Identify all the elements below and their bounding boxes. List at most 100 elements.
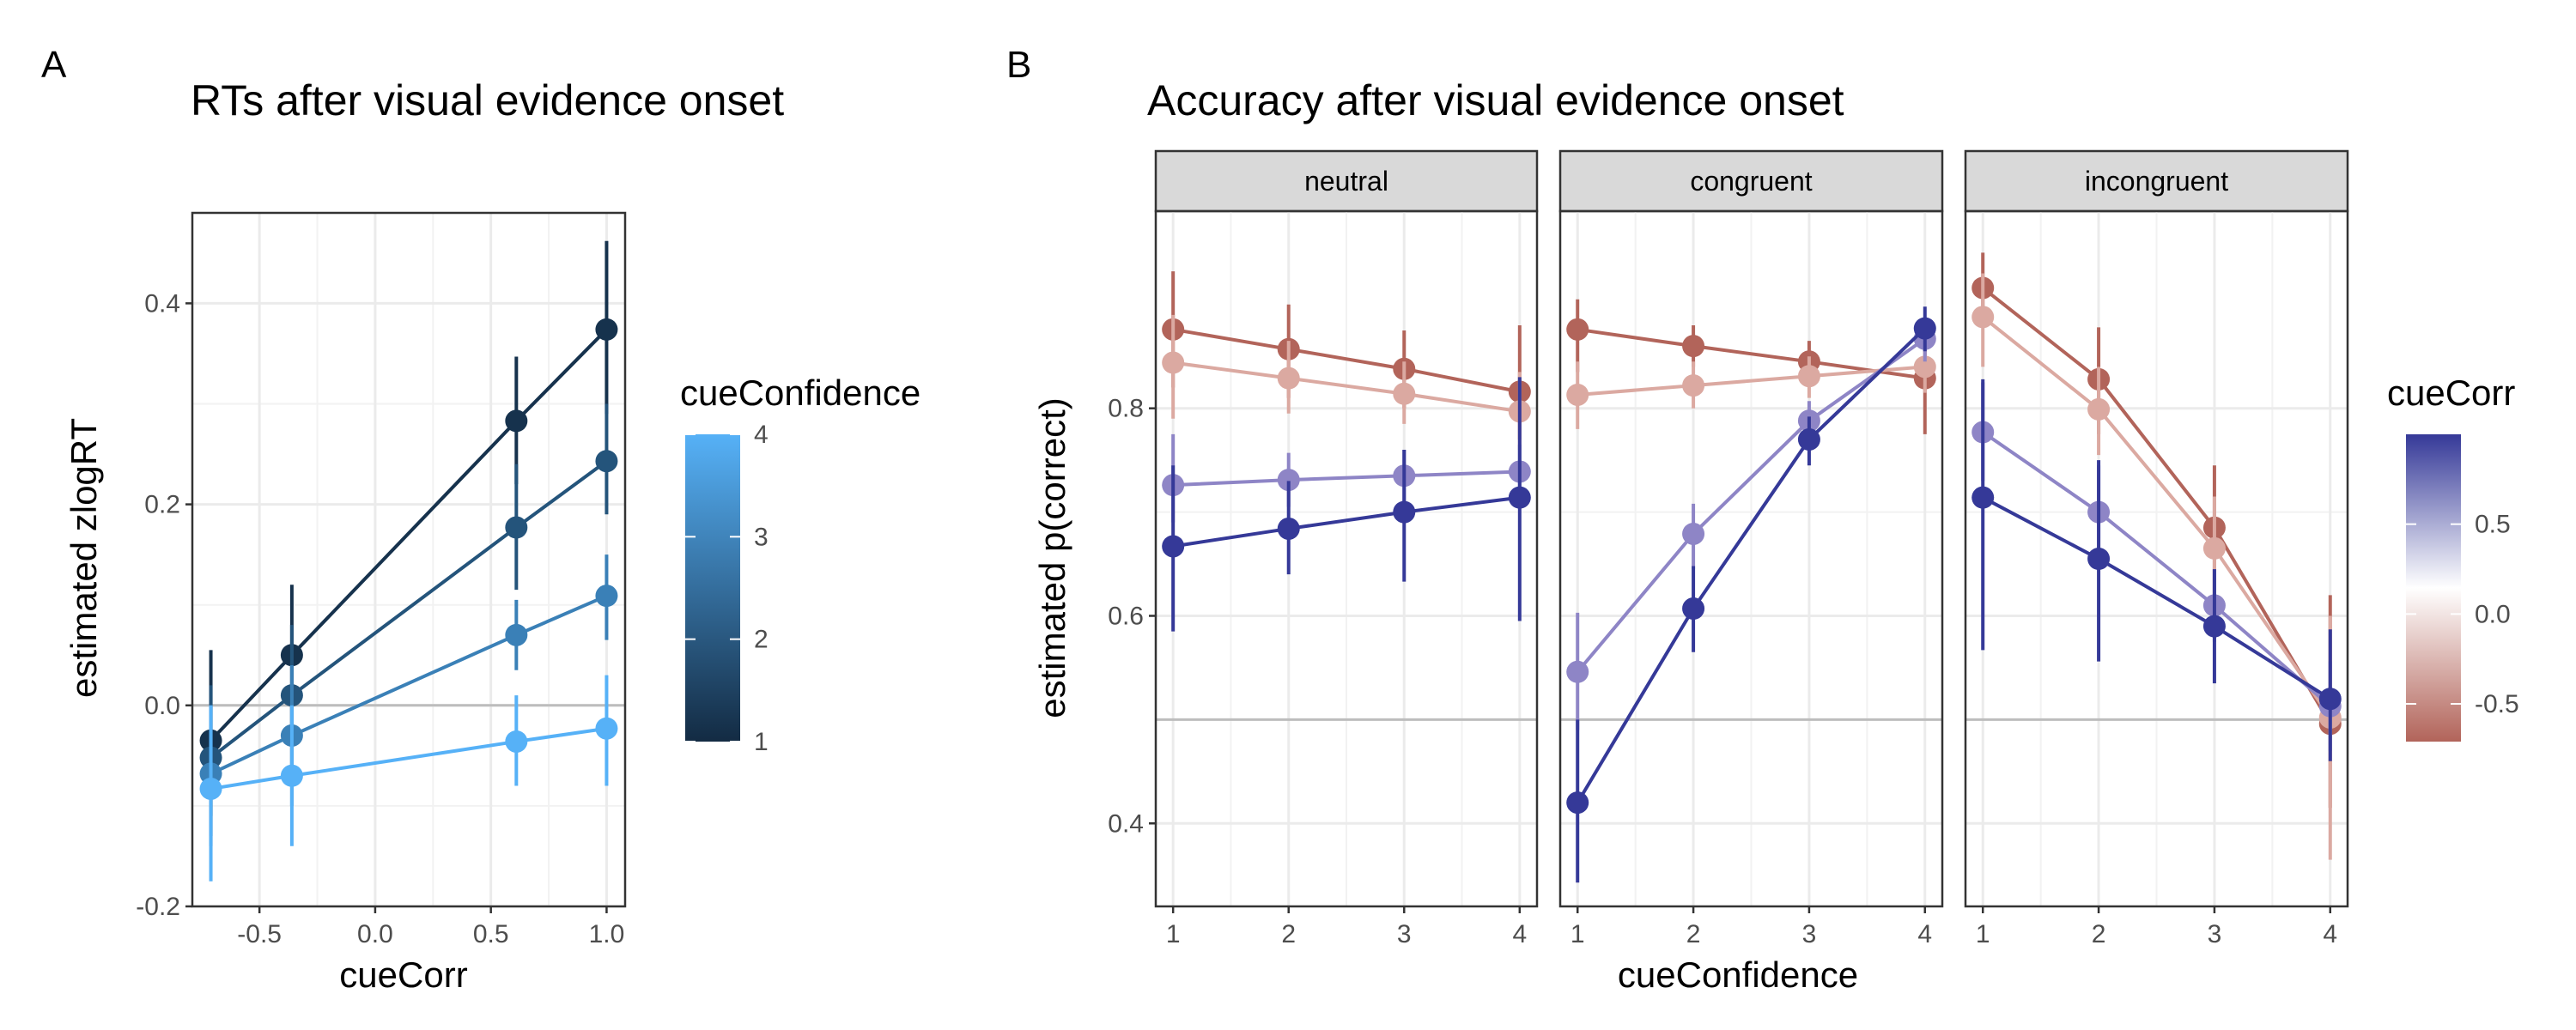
acc-facet-neutral-data-point [1393, 382, 1416, 405]
rt-legend-colorbar-label: 3 [754, 523, 769, 551]
panel-a-y-axis-label: estimated zlogRT [64, 418, 104, 698]
acc-facet-congruent-data-point [1566, 383, 1589, 406]
rt-series-3 [199, 675, 618, 882]
acc-facet-congruent-series-line [1576, 327, 1927, 804]
acc-facet-congruent-data-point [1682, 597, 1705, 621]
acc-facet-congruent-x-tick-label: 3 [1802, 920, 1817, 948]
rt-legend-colorbar-label: 1 [754, 728, 769, 756]
rt-series-line [210, 594, 608, 776]
panel-b-x-axis-label: cueConfidence [1618, 954, 1858, 995]
acc-facet-neutral-strip-label: neutral [1304, 166, 1388, 197]
acc-facet-congruent-series-line [1577, 365, 1925, 397]
acc-facet-congruent-data-point [1566, 791, 1589, 815]
panel-b-legend-title: cueCorr [2387, 373, 2515, 413]
rt-series-line [210, 726, 607, 791]
rt-y-tick-label: 0.2 [144, 491, 180, 519]
acc-facet-congruent-series-3 [1566, 306, 1936, 883]
acc-facet-neutral-data-point [1508, 486, 1531, 509]
rt-y-tick-label: 0.4 [144, 289, 180, 318]
rt-x-tick-label: 1.0 [589, 920, 625, 948]
rt-data-point [199, 777, 222, 800]
acc-facet-congruent-data-point [1913, 317, 1936, 340]
acc-facet-neutral-series-line [1173, 470, 1520, 488]
acc-facet-neutral-x-tick-label: 4 [1512, 920, 1527, 948]
acc-legend-colorbar-label: -0.5 [2475, 690, 2519, 718]
rt-series-2 [199, 554, 618, 846]
acc-facet-incongruent: incongruent 1 2 3 4 [1964, 149, 2349, 948]
acc-facet-congruent: congruent 1 2 3 4 [1558, 149, 1944, 948]
panel-b-title: Accuracy after visual evidence onset [1147, 76, 1844, 124]
acc-facet-incongruent-x-tick-label: 1 [1976, 920, 1990, 948]
acc-facet-congruent-data-point [1682, 522, 1705, 545]
panel-b-accuracy-chart: Accuracy after visual evidence onset cue… [1032, 76, 2519, 995]
acc-facet-congruent-data-point [1797, 365, 1820, 388]
rt-gridlines [192, 213, 625, 908]
acc-facet-congruent-gridlines [1560, 211, 1942, 906]
acc-facet-neutral: neutral 0.4 0.6 0.8 1 2 3 4 [1108, 149, 1539, 948]
rt-legend-colorbar-label: 4 [754, 421, 769, 449]
acc-facet-incongruent-series-line [1981, 315, 2332, 719]
acc-facet-congruent-x-tick-label: 1 [1571, 920, 1585, 948]
acc-facet-neutral-x-tick-label: 2 [1281, 920, 1296, 948]
rt-x-tick-label: 0.5 [473, 920, 509, 948]
acc-facet-incongruent-x-tick-label: 4 [2323, 920, 2337, 948]
acc-facet-neutral-series-line [1172, 360, 1521, 414]
acc-facet-neutral-strip [1154, 149, 1539, 213]
acc-facet-neutral-series-line [1172, 495, 1521, 548]
acc-legend-colorbar-label: 0.0 [2475, 600, 2511, 628]
rt-data-point [595, 450, 618, 473]
acc-facet-congruent-data-point [1682, 374, 1705, 397]
acc-facet-neutral-series-3 [1162, 377, 1531, 632]
acc-facet-congruent-series-1 [1566, 346, 1936, 429]
rt-data-point [505, 623, 528, 646]
acc-facet-incongruent-data-point [2087, 548, 2111, 570]
acc-facet-congruent-x-tick-label: 4 [1917, 920, 1932, 948]
rt-data-point [505, 409, 528, 433]
rt-data-point [280, 764, 303, 787]
rt-series-0 [199, 240, 618, 816]
rt-data-point [595, 585, 618, 608]
panel-a-rt-chart: RTs after visual evidence onset cueCorr … [64, 76, 920, 995]
acc-facet-incongruent-strip-label: incongruent [2085, 166, 2228, 197]
panel-a-legend-title: cueConfidence [680, 373, 920, 413]
rt-data-point [505, 516, 528, 539]
acc-facet-neutral-y-tick-label: 0.8 [1108, 395, 1144, 423]
acc-facet-congruent-data-point [1566, 318, 1589, 341]
acc-facet-incongruent-data-point [1971, 486, 1995, 509]
acc-facet-incongruent-data-point [2318, 688, 2342, 711]
panel-b-label: B [1006, 44, 1031, 86]
acc-facet-neutral-data-point [1277, 367, 1300, 390]
acc-facet-incongruent-data-point [1971, 306, 1995, 329]
panel-a-x-axis-label: cueCorr [339, 954, 467, 995]
acc-facet-congruent-series-line [1576, 337, 1926, 674]
acc-facet-incongruent-data-point [2202, 536, 2226, 560]
rt-y-tick-label: -0.2 [136, 893, 180, 921]
acc-facet-neutral-x-tick-label: 1 [1166, 920, 1181, 948]
rt-legend-colorbar [685, 434, 740, 742]
rt-data-point [505, 730, 528, 753]
acc-facet-incongruent-series-3 [1971, 379, 2342, 761]
acc-facet-neutral-panel-border [1154, 209, 1539, 908]
acc-facet-incongruent-series-line [1982, 430, 2332, 708]
acc-facet-neutral-y-tick-label: 0.6 [1108, 602, 1144, 630]
acc-facet-congruent-strip-label: congruent [1690, 166, 1812, 197]
acc-facet-congruent-panel-border [1558, 209, 1944, 908]
acc-facet-incongruent-panel-border [1964, 209, 2349, 908]
acc-facet-neutral-data-point [1393, 500, 1416, 524]
panel-b-y-axis-label: estimated p(correct) [1032, 397, 1072, 718]
acc-facet-neutral-data-point [1277, 469, 1300, 492]
acc-facet-neutral-series-line [1172, 327, 1521, 394]
rt-data-point [595, 717, 618, 740]
acc-facet-incongruent-series-line [1981, 286, 2332, 725]
panel-a-title: RTs after visual evidence onset [191, 76, 784, 124]
rt-data-point [595, 318, 618, 341]
acc-facet-incongruent-data-point [2202, 615, 2226, 638]
panel-a-label: A [41, 44, 67, 86]
rt-panel-border [191, 211, 627, 908]
acc-facet-neutral-y-tick-label: 0.4 [1108, 809, 1144, 838]
acc-facet-congruent-data-point [1797, 427, 1820, 451]
acc-legend-colorbar [2406, 434, 2461, 742]
rt-x-tick-label: 0.0 [357, 920, 393, 948]
acc-facet-neutral-x-tick-label: 3 [1397, 920, 1412, 948]
